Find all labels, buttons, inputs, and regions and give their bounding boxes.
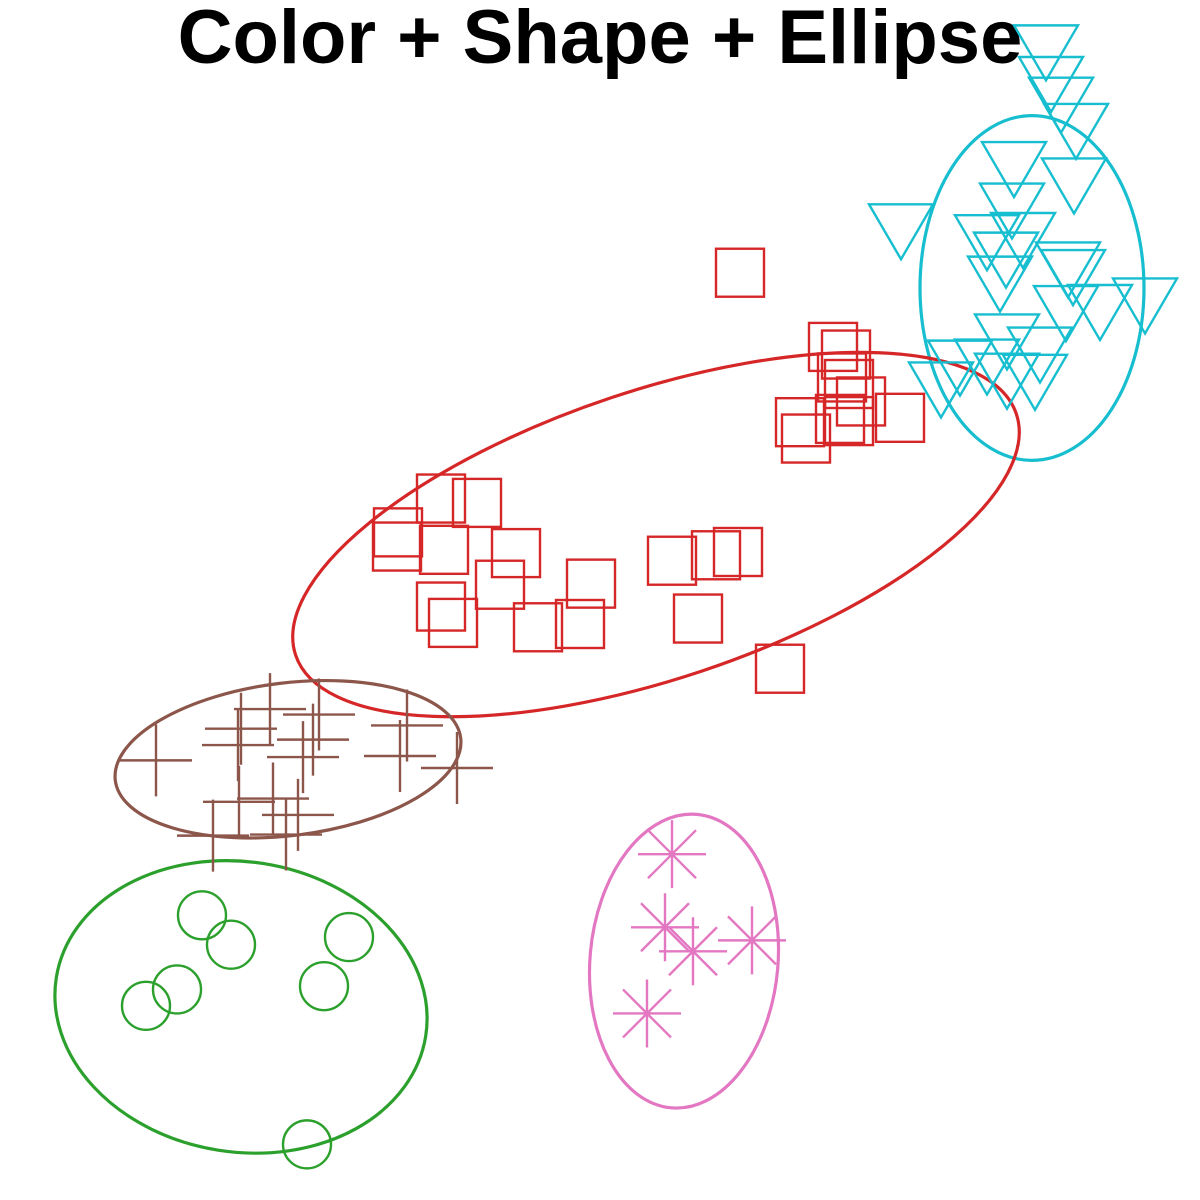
series-circle-group: [120, 890, 375, 1170]
confidence-ellipse-1: [918, 114, 1146, 462]
data-point-circle: [120, 980, 172, 1032]
data-point-triangle-down: [1031, 284, 1101, 344]
data-point-plus: [364, 720, 436, 792]
data-point-square: [712, 526, 764, 578]
data-point-triangle-down: [1038, 248, 1108, 308]
data-point-circle: [205, 919, 257, 970]
data-point-square: [823, 358, 875, 410]
data-point-triangle-down: [1041, 102, 1111, 162]
data-point-plus: [205, 692, 277, 765]
data-point-triangle-down: [1000, 353, 1070, 413]
data-point-asterisk: [718, 906, 786, 975]
data-point-asterisk: [659, 917, 727, 986]
data-point-triangle-down: [965, 255, 1035, 315]
data-point-square: [451, 477, 503, 529]
data-point-triangle-down: [1011, 24, 1081, 83]
data-point-triangle-down: [979, 140, 1049, 200]
data-point-triangle-down: [1016, 55, 1086, 115]
data-point-circle: [323, 911, 375, 963]
data-point-triangle-down: [1039, 157, 1109, 216]
data-point-plus: [234, 673, 306, 746]
data-point-square: [490, 527, 542, 579]
data-point-plus: [120, 724, 192, 797]
chart-title: Color + Shape + Ellipse: [177, 0, 1023, 80]
confidence-ellipse-2: [291, 350, 1021, 719]
data-point-triangle-down: [866, 203, 936, 262]
data-point-plus: [262, 778, 334, 851]
data-point-square: [835, 376, 887, 427]
data-point-square: [754, 643, 806, 694]
data-point-square: [714, 247, 766, 298]
data-point-triangle-down: [906, 361, 976, 420]
data-point-square: [823, 395, 875, 447]
data-point-square: [672, 593, 724, 644]
data-point-asterisk: [638, 820, 706, 889]
data-point-square: [554, 598, 606, 650]
data-point-triangle-down: [952, 213, 1022, 273]
data-point-triangle-down: [1110, 277, 1180, 336]
data-point-square: [418, 524, 470, 576]
data-point-square: [474, 559, 526, 610]
data-point-square: [565, 558, 617, 609]
data-point-plus: [177, 799, 249, 872]
series-triangle-down-group: [866, 24, 1180, 420]
confidence-ellipse-4: [53, 859, 429, 1155]
data-point-circle: [176, 890, 228, 941]
data-point-square: [646, 535, 698, 586]
data-point-square: [415, 473, 467, 524]
data-point-square: [807, 321, 859, 373]
data-point-square: [372, 507, 424, 558]
data-point-square: [427, 597, 479, 649]
series-square-group: [371, 247, 926, 694]
data-point-square: [371, 521, 423, 572]
data-point-plus: [277, 703, 349, 776]
data-point-square: [415, 581, 467, 632]
data-point-square: [690, 530, 742, 581]
data-point-plus: [371, 689, 443, 762]
series-plus-group: [120, 673, 493, 872]
series-asterisk-group: [613, 820, 786, 1048]
data-point-circle: [281, 1119, 333, 1170]
data-point-square: [512, 602, 564, 653]
data-point-circle: [298, 960, 350, 1012]
data-point-triangle-down: [971, 231, 1041, 291]
data-point-plus: [250, 798, 322, 871]
data-point-plus: [267, 721, 339, 794]
data-point-triangle-down: [988, 211, 1058, 271]
data-point-square: [780, 413, 832, 464]
confidence-ellipse-5: [587, 812, 781, 1110]
data-point-asterisk: [631, 893, 699, 962]
data-point-circle: [151, 964, 203, 1015]
data-point-plus: [203, 765, 275, 838]
data-point-square: [874, 392, 926, 444]
data-point-triangle-down: [1026, 76, 1096, 136]
data-point-plus: [421, 732, 493, 804]
data-point-asterisk: [613, 979, 681, 1048]
data-point-square: [814, 393, 866, 445]
data-point-triangle-down: [977, 182, 1047, 241]
